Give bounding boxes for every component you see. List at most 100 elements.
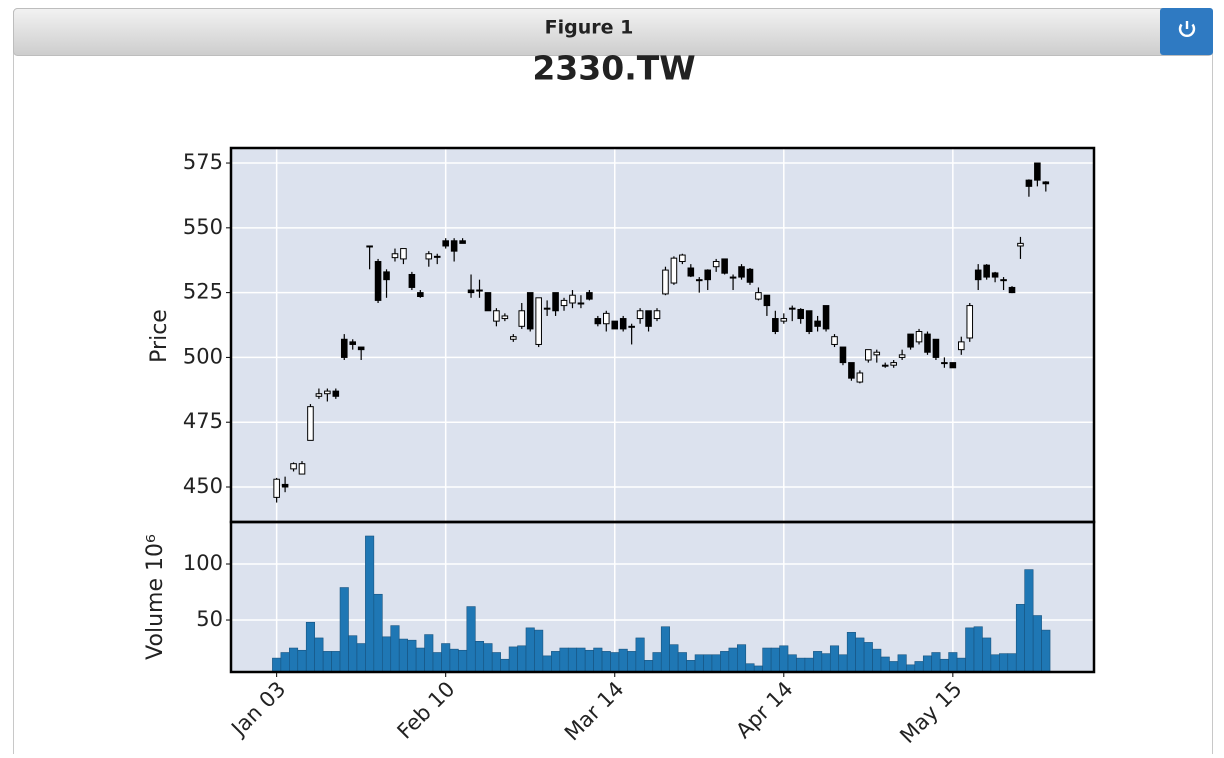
- volume-bar: [897, 654, 907, 673]
- volume-bar: [652, 652, 662, 673]
- volume-bar: [500, 658, 510, 673]
- volume-bar: [728, 647, 738, 673]
- candle-body: [788, 307, 796, 310]
- volume-bar: [601, 651, 611, 673]
- volume-bar: [669, 644, 679, 673]
- volume-bar: [593, 647, 603, 673]
- candle-body: [391, 253, 399, 259]
- volume-bar: [542, 655, 552, 673]
- candle-body: [425, 253, 433, 260]
- candle-body: [628, 325, 635, 328]
- chart-title: 2330.TW: [532, 49, 695, 88]
- candle-body: [476, 289, 483, 292]
- candle-body: [873, 351, 881, 356]
- candle-body: [881, 364, 889, 367]
- volume-bar: [1032, 615, 1042, 673]
- volume-bar: [305, 621, 315, 673]
- candle-body: [493, 310, 500, 322]
- candle-body: [484, 292, 492, 312]
- candle-body: [805, 310, 813, 333]
- volume-bar: [424, 634, 434, 673]
- candle-body: [662, 269, 669, 295]
- volume-bar: [813, 651, 823, 673]
- volume-bar: [390, 625, 400, 673]
- y-tick-label: 475: [183, 409, 223, 433]
- candle-body: [991, 272, 999, 278]
- candle-body: [543, 307, 551, 310]
- volume-bar: [999, 653, 1009, 673]
- candle-body: [417, 292, 424, 298]
- candle-body: [552, 292, 559, 312]
- candle-body: [340, 338, 348, 358]
- volume-bar: [804, 657, 814, 673]
- volume-bar: [534, 629, 544, 673]
- candle-body: [526, 292, 534, 330]
- candle-body: [958, 341, 965, 351]
- candle-body: [890, 362, 897, 366]
- volume-bar: [508, 646, 518, 673]
- volume-axis-label: Volume 10⁶: [143, 534, 168, 660]
- candle-body: [687, 267, 695, 277]
- candle-body: [898, 354, 906, 358]
- volume-bar: [644, 660, 654, 673]
- volume-bar: [525, 627, 535, 673]
- volume-bar: [1015, 604, 1025, 673]
- volume-bar: [939, 658, 949, 673]
- candle-body: [569, 294, 576, 304]
- candle-body: [932, 338, 940, 358]
- button-background[interactable]: [1160, 8, 1213, 55]
- volume-bar: [779, 645, 789, 673]
- candle-body: [298, 463, 306, 475]
- volume-bar: [466, 606, 476, 673]
- volume-bar: [432, 652, 442, 673]
- volume-bar: [576, 647, 586, 673]
- volume-bar: [441, 643, 451, 673]
- candle-body: [755, 292, 762, 300]
- volume-bar: [931, 652, 941, 673]
- volume-bar: [703, 654, 713, 673]
- volume-bar: [762, 647, 772, 673]
- candle-body: [822, 305, 830, 330]
- y-tick-label: 50: [196, 607, 223, 631]
- candle-body: [780, 318, 788, 322]
- candle-body: [1008, 286, 1016, 294]
- volume-bar: [272, 657, 282, 673]
- candle-body: [1017, 242, 1024, 247]
- volume-bar: [829, 645, 840, 673]
- candle-body: [400, 248, 407, 260]
- volume-bar: [948, 652, 958, 673]
- candle-body: [670, 257, 678, 284]
- price-panel-background: [231, 148, 1094, 522]
- candle-body: [865, 349, 872, 361]
- candle-body: [501, 315, 509, 320]
- volume-bar: [838, 654, 848, 673]
- volume-bar: [415, 647, 425, 673]
- close-button[interactable]: [1160, 8, 1213, 55]
- volume-bar: [1041, 629, 1051, 673]
- candle-body: [433, 255, 441, 258]
- volume-bar: [458, 649, 468, 673]
- candle-body: [324, 390, 331, 395]
- volume-bar: [686, 660, 696, 673]
- volume-bar: [914, 661, 924, 673]
- volume-bar: [737, 644, 747, 673]
- power-icon[interactable]: [1178, 23, 1196, 37]
- volume-bar: [322, 651, 332, 673]
- candle-body: [1042, 181, 1050, 185]
- volume-bar: [289, 647, 299, 673]
- volume-bar: [872, 648, 882, 673]
- volume-bar: [965, 627, 975, 673]
- volume-bar: [398, 638, 408, 673]
- candle-body: [332, 390, 340, 397]
- volume-bar: [635, 637, 645, 673]
- volume-bar: [407, 639, 417, 673]
- candle-body: [603, 312, 610, 325]
- volume-bar: [855, 637, 865, 673]
- volume-bar: [491, 652, 501, 673]
- candle-body: [307, 406, 314, 441]
- volume-bar: [381, 636, 392, 673]
- candle-body: [594, 318, 602, 325]
- volume-bar: [559, 647, 569, 673]
- candle-body: [619, 318, 627, 330]
